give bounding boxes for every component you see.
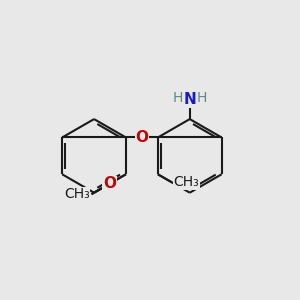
Text: N: N xyxy=(183,92,196,107)
Text: CH₃: CH₃ xyxy=(173,176,199,189)
Text: H: H xyxy=(197,91,207,105)
Text: O: O xyxy=(103,176,116,191)
Text: CH₃: CH₃ xyxy=(64,187,90,201)
Text: H: H xyxy=(172,91,183,105)
Text: O: O xyxy=(135,130,148,145)
